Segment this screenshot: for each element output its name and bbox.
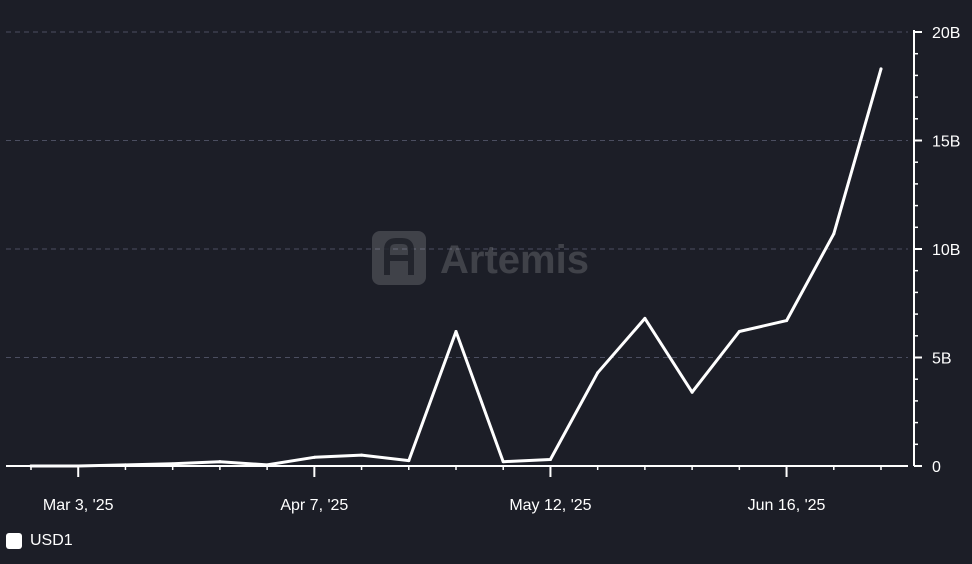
data-point[interactable] <box>548 457 552 461</box>
data-point[interactable] <box>832 232 836 236</box>
data-point[interactable] <box>643 316 647 320</box>
data-point[interactable] <box>785 319 789 323</box>
watermark-text: Artemis <box>440 238 589 282</box>
data-point[interactable] <box>171 462 175 466</box>
data-point[interactable] <box>454 329 458 333</box>
y-tick-label: 15B <box>932 134 960 151</box>
x-tick-label: Jun 16, '25 <box>748 497 826 514</box>
data-point[interactable] <box>312 455 316 459</box>
grid-lines <box>6 31 908 358</box>
legend-swatch <box>6 533 22 549</box>
data-point[interactable] <box>123 463 127 467</box>
artemis-watermark: Artemis <box>372 231 589 285</box>
data-point[interactable] <box>596 371 600 375</box>
x-tick-label: Apr 7, '25 <box>280 497 348 514</box>
legend[interactable]: USD1 <box>6 532 73 550</box>
data-point[interactable] <box>737 329 741 333</box>
data-point[interactable] <box>29 464 33 468</box>
series-layer <box>29 67 883 468</box>
data-point[interactable] <box>76 464 80 468</box>
y-tick-label: 0 <box>932 459 941 476</box>
data-point[interactable] <box>218 460 222 464</box>
data-point[interactable] <box>879 67 883 71</box>
axes: 0 5B 10B 15B 20B Mar 3, '25 Apr 7, '25 May 12, … <box>6 25 960 514</box>
legend-label: USD1 <box>30 532 73 549</box>
y-tick-label: 5B <box>932 351 952 368</box>
data-point[interactable] <box>265 463 269 467</box>
data-point[interactable] <box>407 459 411 463</box>
data-point[interactable] <box>360 453 364 457</box>
y-tick-label: 20B <box>932 25 960 42</box>
data-point[interactable] <box>690 390 694 394</box>
y-tick-label: 10B <box>932 242 960 259</box>
data-point[interactable] <box>501 460 505 464</box>
x-tick-label: May 12, '25 <box>509 497 591 514</box>
x-tick-label: Mar 3, '25 <box>43 497 114 514</box>
